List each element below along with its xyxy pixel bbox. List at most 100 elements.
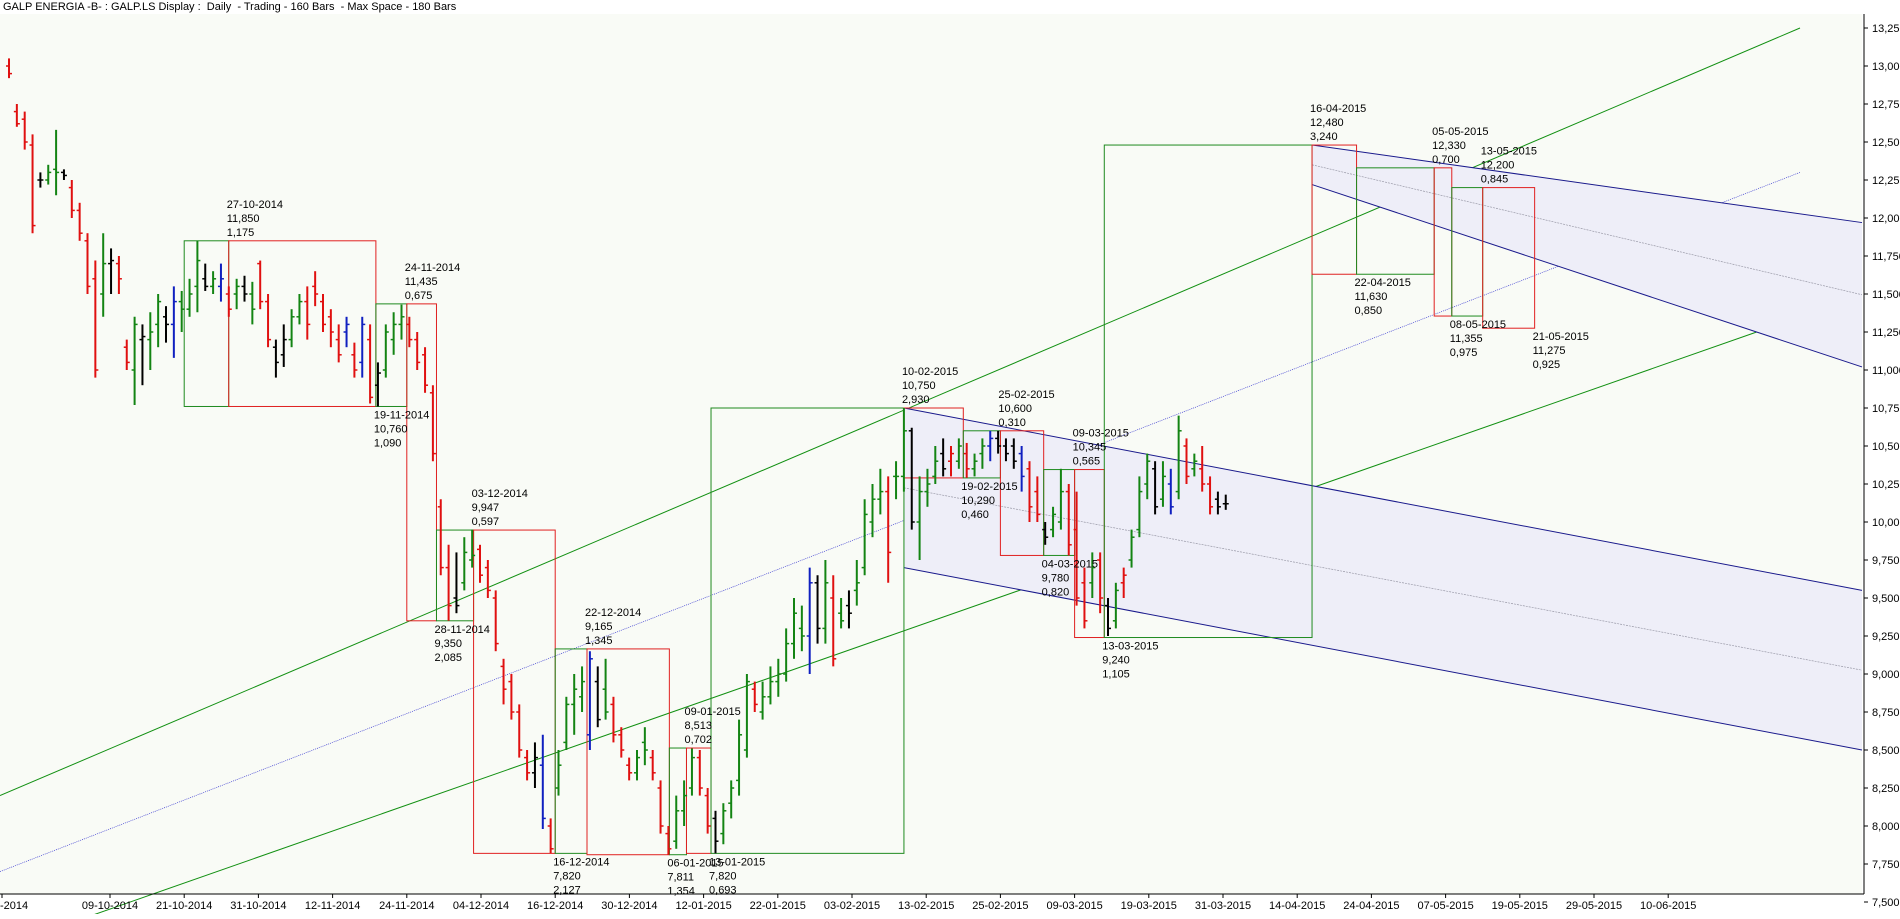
date-tick-label: 13-02-2015 <box>898 900 954 912</box>
annotation-label: 03-12-2014 <box>472 488 528 500</box>
channel-fill <box>1312 145 1862 367</box>
annotation-label: 0,702 <box>684 734 712 746</box>
ohlc-bar <box>21 111 28 150</box>
ohlc-bar <box>335 324 342 363</box>
ohlc-bar <box>210 271 217 294</box>
ohlc-bar <box>241 275 248 302</box>
ohlc-bar <box>170 286 177 358</box>
ohlc-bar <box>838 598 845 629</box>
price-tick-label: 12,750 <box>1872 99 1900 111</box>
annotation-label: 0,850 <box>1355 305 1383 317</box>
ohlc-bar <box>806 567 813 674</box>
ohlc-bar <box>924 468 931 507</box>
ohlc-bar <box>736 719 743 796</box>
annotation-label: 05-05-2015 <box>1432 126 1488 138</box>
date-tick-label: 22-01-2015 <box>750 900 806 912</box>
ohlc-bar <box>971 453 978 477</box>
annotation-label: 09-01-2015 <box>684 706 740 718</box>
date-tick-label: 10-06-2015 <box>1640 900 1696 912</box>
price-tick-label: 11,750 <box>1872 251 1900 263</box>
annotation-label: 0,597 <box>472 516 500 528</box>
ohlc-bar <box>987 430 994 462</box>
ohlc-bar <box>13 104 20 127</box>
ohlc-bar <box>265 294 272 348</box>
ohlc-bar <box>688 748 695 796</box>
price-tick-label: 8,250 <box>1872 783 1900 795</box>
ohlc-bar <box>547 818 554 854</box>
ohlc-bar <box>327 309 334 348</box>
date-tick-label: 29-05-2015 <box>1566 900 1622 912</box>
price-tick-label: 11,000 <box>1872 365 1900 377</box>
channel-lower-line <box>80 316 1801 919</box>
ohlc-bar <box>1120 567 1127 598</box>
date-tick-label: 09-10-2014 <box>82 900 138 912</box>
annotation-label: 12,330 <box>1432 140 1466 152</box>
price-tick-label: 9,250 <box>1872 631 1900 643</box>
annotation-label: 0,975 <box>1450 347 1478 359</box>
ohlc-bar <box>84 233 91 294</box>
ohlc-bar <box>555 750 562 796</box>
date-tick-label: 04-12-2014 <box>453 900 509 912</box>
chart-title: GALP ENERGIA -B- : GALP.LS Display : Dai… <box>3 1 457 13</box>
ohlc-bar <box>1214 491 1221 515</box>
annotation-label: 27-10-2014 <box>227 199 283 211</box>
annotation-label: 0,700 <box>1432 154 1460 166</box>
ohlc-bar <box>280 324 287 367</box>
price-tick-label: 10,250 <box>1872 479 1900 491</box>
ohlc-bar <box>492 590 499 652</box>
ohlc-bar <box>665 826 672 855</box>
price-tick-label: 7,500 <box>1872 897 1900 909</box>
ohlc-bar <box>893 461 900 500</box>
ohlc-bar <box>1073 491 1080 606</box>
ohlc-bar <box>1042 522 1049 545</box>
price-tick-label: 13,000 <box>1872 61 1900 73</box>
annotation-label: 19-11-2014 <box>374 409 429 421</box>
annotation-label: 9,780 <box>1042 572 1070 584</box>
date-tick-label: 16-12-2014 <box>527 900 583 912</box>
ohlc-bar <box>1050 506 1057 538</box>
ohlc-bar <box>524 750 531 781</box>
price-tick-label: 10,750 <box>1872 403 1900 415</box>
annotation-label: 0,845 <box>1481 174 1509 186</box>
date-tick-label: 07-05-2015 <box>1417 900 1473 912</box>
annotation-label: 1,090 <box>374 437 402 449</box>
ohlc-bar <box>940 438 947 477</box>
ohlc-bar <box>1010 438 1017 469</box>
date-tick-label: 24-11-2014 <box>379 900 434 912</box>
ohlc-bar <box>916 476 923 560</box>
ohlc-bar <box>115 256 122 294</box>
annotation-label: 9,165 <box>585 621 613 633</box>
ohlc-bar <box>610 696 617 743</box>
price-tick-label: 12,500 <box>1872 137 1900 149</box>
swing-box-up <box>1103 144 1313 639</box>
ohlc-bar <box>681 780 688 826</box>
ohlc-bar <box>374 362 381 407</box>
ohlc-bar <box>422 347 429 393</box>
price-tick-label: 9,000 <box>1872 669 1900 681</box>
ohlc-bar <box>429 385 436 462</box>
channel-lower-line <box>1311 184 1863 368</box>
ohlc-bar <box>194 240 201 313</box>
ohlc-bar <box>900 408 907 492</box>
annotation-label: 28-11-2014 <box>434 624 489 636</box>
ohlc-bar <box>579 666 586 712</box>
date-tick-label: 19-05-2015 <box>1492 900 1548 912</box>
annotation-label: 2,127 <box>553 884 581 896</box>
ohlc-bar <box>1089 552 1096 598</box>
annotation-label: 16-04-2015 <box>1310 103 1366 115</box>
ohlc-bar <box>791 598 797 659</box>
ohlc-bar <box>312 271 319 307</box>
price-tick-label: 8,750 <box>1872 707 1900 719</box>
ohlc-bar <box>390 312 397 355</box>
ohlc-bar <box>257 260 264 310</box>
annotation-label: 11,850 <box>227 213 260 225</box>
annotation-label: 9,947 <box>472 502 500 514</box>
ohlc-bar <box>1199 446 1206 492</box>
ohlc-bar <box>508 674 515 720</box>
ohlc-bar <box>594 666 601 728</box>
annotation-label: 11,630 <box>1355 291 1388 303</box>
annotation-label: 9,240 <box>1102 655 1130 667</box>
annotation-label: 8,513 <box>684 720 712 732</box>
annotation-label: 04-03-2015 <box>1042 558 1098 570</box>
